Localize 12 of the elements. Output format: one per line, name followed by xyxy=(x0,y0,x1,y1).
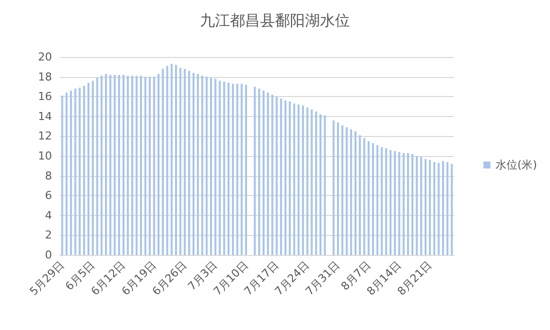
legend-label: 水位(米) xyxy=(495,158,538,172)
y-tick-label: 8 xyxy=(45,169,52,182)
y-tick-label: 14 xyxy=(38,110,52,123)
chart-title: 九江都昌县鄱阳湖水位 xyxy=(200,12,350,30)
y-tick-label: 12 xyxy=(38,130,52,143)
y-tick-label: 20 xyxy=(38,50,52,64)
y-tick-label: 6 xyxy=(45,189,52,202)
y-tick-label: 16 xyxy=(38,90,52,104)
y-tick-label: 4 xyxy=(45,208,52,222)
y-tick-label: 10 xyxy=(38,150,52,162)
y-tick-label: 2 xyxy=(45,228,52,242)
y-tick-label: 18 xyxy=(38,70,52,84)
